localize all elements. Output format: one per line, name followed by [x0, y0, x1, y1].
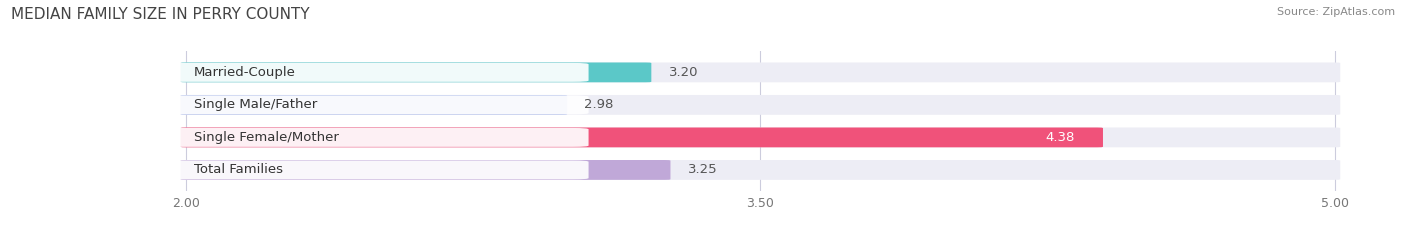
FancyBboxPatch shape	[156, 63, 589, 82]
FancyBboxPatch shape	[180, 95, 1340, 115]
FancyBboxPatch shape	[180, 160, 671, 180]
FancyBboxPatch shape	[180, 127, 1340, 147]
FancyBboxPatch shape	[180, 160, 1340, 180]
Text: Single Female/Mother: Single Female/Mother	[194, 131, 339, 144]
FancyBboxPatch shape	[180, 62, 651, 82]
Text: 4.38: 4.38	[1045, 131, 1074, 144]
Text: MEDIAN FAMILY SIZE IN PERRY COUNTY: MEDIAN FAMILY SIZE IN PERRY COUNTY	[11, 7, 309, 22]
FancyBboxPatch shape	[180, 127, 1102, 147]
Text: Source: ZipAtlas.com: Source: ZipAtlas.com	[1277, 7, 1395, 17]
Text: Single Male/Father: Single Male/Father	[194, 98, 318, 111]
Text: 2.98: 2.98	[585, 98, 614, 111]
FancyBboxPatch shape	[156, 96, 589, 114]
FancyBboxPatch shape	[180, 95, 567, 115]
FancyBboxPatch shape	[156, 161, 589, 179]
FancyBboxPatch shape	[156, 128, 589, 147]
Text: Total Families: Total Families	[194, 163, 283, 176]
Text: 3.25: 3.25	[688, 163, 717, 176]
FancyBboxPatch shape	[180, 62, 1340, 82]
Text: Married-Couple: Married-Couple	[194, 66, 295, 79]
Text: 3.20: 3.20	[668, 66, 697, 79]
